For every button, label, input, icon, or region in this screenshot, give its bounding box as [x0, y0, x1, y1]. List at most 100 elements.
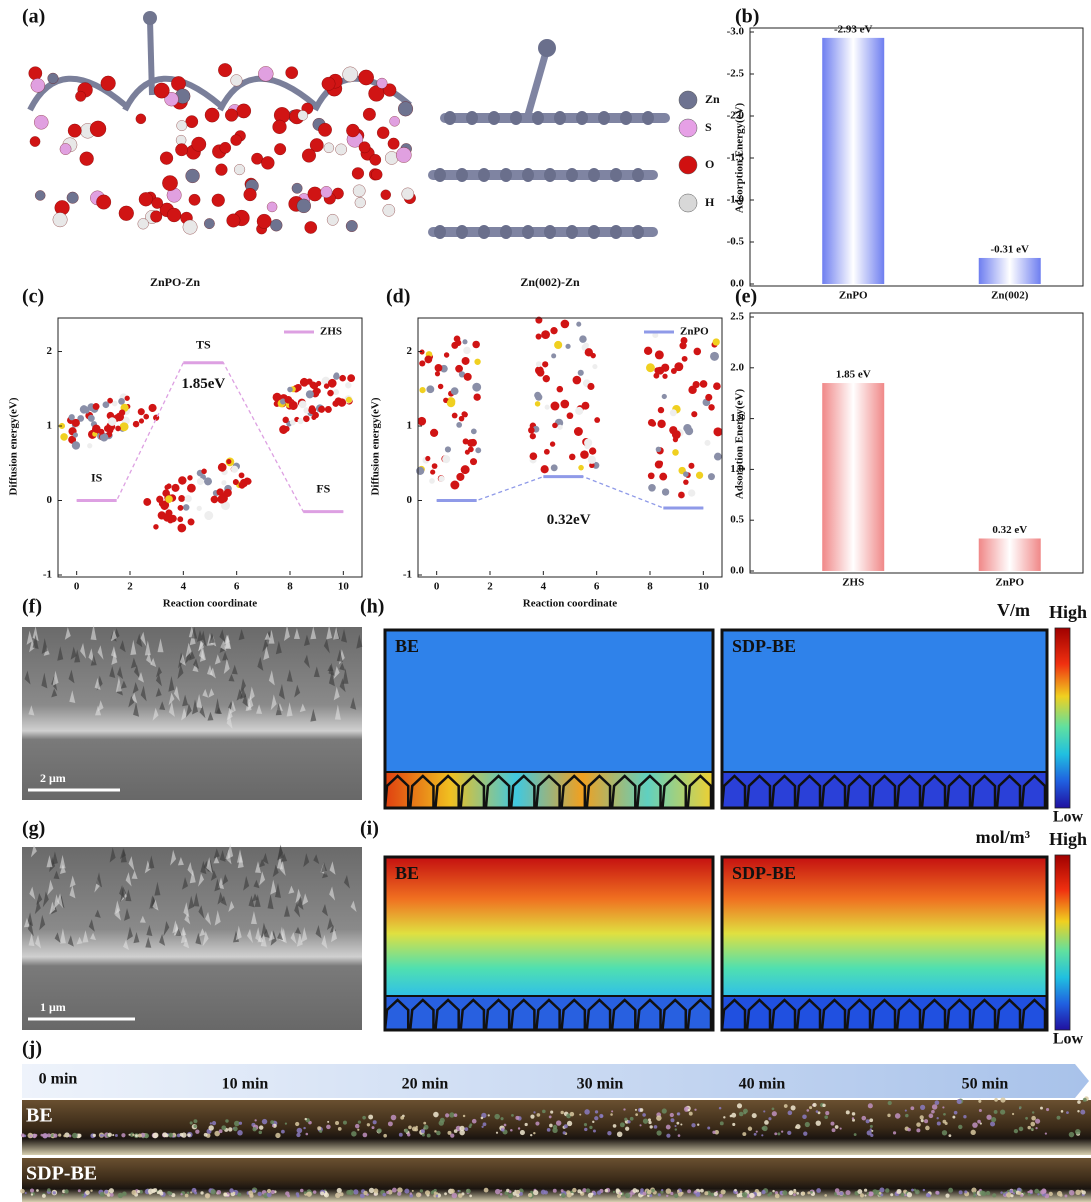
atom — [679, 342, 687, 350]
atom — [289, 419, 296, 426]
decoration-shape — [535, 1121, 540, 1126]
atom — [472, 340, 480, 349]
decoration-shape — [189, 869, 196, 884]
bar — [822, 383, 885, 571]
panel-title: SDP-BE — [732, 863, 796, 883]
atom — [458, 415, 465, 422]
decoration-shape — [910, 1106, 915, 1111]
decoration-shape — [195, 932, 202, 945]
decoration-shape — [22, 1158, 1091, 1202]
decoration-shape — [226, 1194, 230, 1197]
decoration-shape — [554, 111, 566, 125]
decoration-shape — [309, 138, 324, 152]
atom — [643, 346, 653, 356]
decoration-shape — [34, 1133, 38, 1137]
decoration-shape — [342, 66, 358, 83]
decoration-shape — [171, 1193, 176, 1198]
decoration-shape — [337, 1126, 342, 1131]
decoration-shape — [319, 1129, 323, 1133]
decoration-shape — [1041, 1188, 1047, 1194]
annotation: TS — [196, 337, 211, 351]
decoration-shape — [1080, 1109, 1086, 1115]
decoration-shape — [304, 221, 318, 234]
decoration-shape — [326, 917, 333, 930]
decoration-shape — [407, 1133, 411, 1137]
decoration-shape — [95, 705, 102, 716]
decoration-shape — [133, 702, 140, 717]
decoration-shape — [1011, 1112, 1015, 1116]
decoration-shape — [466, 111, 478, 125]
decoration-shape — [612, 1124, 617, 1128]
atom — [323, 383, 330, 389]
decoration-shape — [81, 1193, 85, 1197]
decoration-shape — [225, 1119, 229, 1123]
decoration-shape — [275, 1132, 281, 1139]
decoration-shape — [47, 879, 54, 896]
atom — [347, 374, 356, 383]
decoration-shape — [304, 1117, 307, 1121]
decoration-shape — [159, 151, 174, 165]
atom — [688, 462, 695, 469]
decoration-shape — [139, 915, 146, 923]
decoration-shape — [457, 1189, 460, 1192]
decoration-shape — [390, 1114, 397, 1121]
decoration-shape — [919, 1115, 924, 1120]
atom — [84, 408, 90, 414]
atom — [461, 411, 468, 417]
decoration-shape — [228, 1127, 233, 1132]
decoration-shape — [238, 1121, 243, 1125]
decoration-shape — [296, 1127, 303, 1134]
decoration-shape — [674, 1125, 677, 1128]
atom — [463, 372, 472, 381]
decoration-shape — [953, 1110, 958, 1115]
decoration-shape — [824, 1194, 827, 1197]
decoration-shape — [354, 197, 366, 209]
decoration-shape — [588, 168, 600, 182]
decoration-shape — [763, 1110, 766, 1113]
decoration-shape — [435, 1194, 439, 1198]
structure-inset — [416, 335, 482, 490]
atom — [143, 498, 152, 506]
y-tick-label: 1.5 — [730, 412, 744, 424]
decoration-shape — [522, 168, 534, 182]
decoration-shape — [193, 1119, 198, 1124]
decoration-shape — [274, 883, 281, 898]
y-tick-label: -3.0 — [727, 26, 745, 38]
atom — [303, 407, 310, 414]
decoration-shape — [46, 855, 53, 868]
decoration-shape — [887, 1100, 892, 1106]
decoration-shape — [522, 225, 534, 239]
decoration-shape — [279, 860, 286, 876]
decoration-shape — [275, 703, 282, 716]
decoration-shape — [782, 1190, 788, 1196]
panel-label: (d) — [386, 286, 410, 308]
decoration-shape — [524, 51, 550, 116]
decoration-shape — [275, 640, 282, 655]
decoration-shape — [357, 1128, 360, 1131]
decoration-shape — [351, 1131, 357, 1137]
atom — [557, 424, 563, 430]
atom — [565, 343, 571, 349]
atom — [434, 363, 443, 372]
decoration-shape — [322, 903, 329, 917]
decoration-shape — [97, 645, 104, 660]
decoration-shape — [329, 861, 336, 875]
atom — [282, 416, 289, 424]
decoration-shape — [40, 1133, 44, 1137]
decoration-shape — [653, 1125, 658, 1129]
decoration-shape — [156, 1191, 160, 1195]
decoration-shape — [114, 907, 121, 921]
decoration-shape — [878, 1191, 882, 1195]
decoration-shape — [500, 1117, 504, 1121]
decoration-shape — [294, 901, 301, 918]
decoration-shape — [210, 870, 217, 881]
atom — [456, 422, 463, 428]
structure-inset — [143, 457, 252, 533]
atom — [542, 361, 549, 368]
decoration-shape — [51, 688, 58, 698]
decoration-shape — [451, 1192, 458, 1199]
decoration-shape — [290, 932, 297, 945]
scale-label: 1 μm — [40, 1000, 66, 1014]
decoration-shape — [251, 152, 263, 165]
decoration-shape — [199, 705, 206, 719]
